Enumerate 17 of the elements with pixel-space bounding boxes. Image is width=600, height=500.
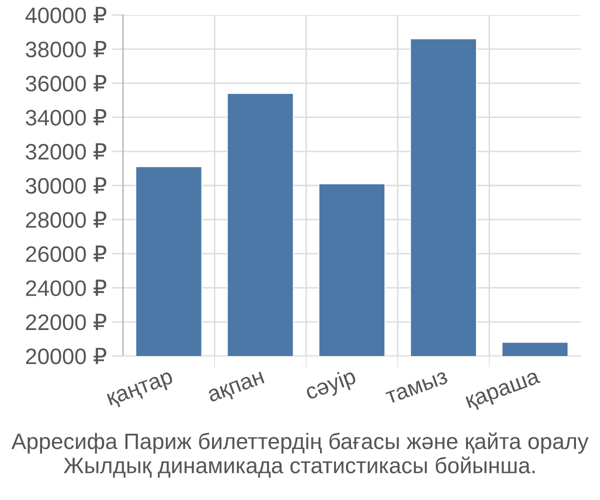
x-tick-label: қаңтар (106, 371, 175, 410)
y-tick-label: 22000 ₽ (26, 314, 106, 330)
y-tick-label: 30000 ₽ (26, 177, 106, 194)
y-tick-label: 28000 ₽ (26, 211, 106, 228)
y-tick-label: 40000 ₽ (25, 6, 106, 24)
y-tick-label: 24000 ₽ (26, 280, 106, 296)
y-tick-label: 36000 ₽ (26, 75, 106, 92)
text: Арресифа Париж билеттердің бағасы және қайта оралу Жылдық динамикада статистикасы бойынша. (11, 432, 589, 478)
x-tick-label: қараша (466, 371, 542, 412)
y-tick-label: 32000 ₽ (26, 143, 106, 160)
x-tick-label: ақпан (207, 372, 266, 406)
x-tick-label: сәуір (304, 367, 358, 404)
y-tick-label: 34000 ₽ (26, 109, 106, 126)
y-tick-label: 20000 ₽ (26, 348, 106, 364)
y-tick-label: 38000 ₽ (26, 40, 106, 58)
y-tick-label: 26000 ₽ (26, 246, 106, 262)
x-tick-label: тамыз (385, 371, 448, 404)
